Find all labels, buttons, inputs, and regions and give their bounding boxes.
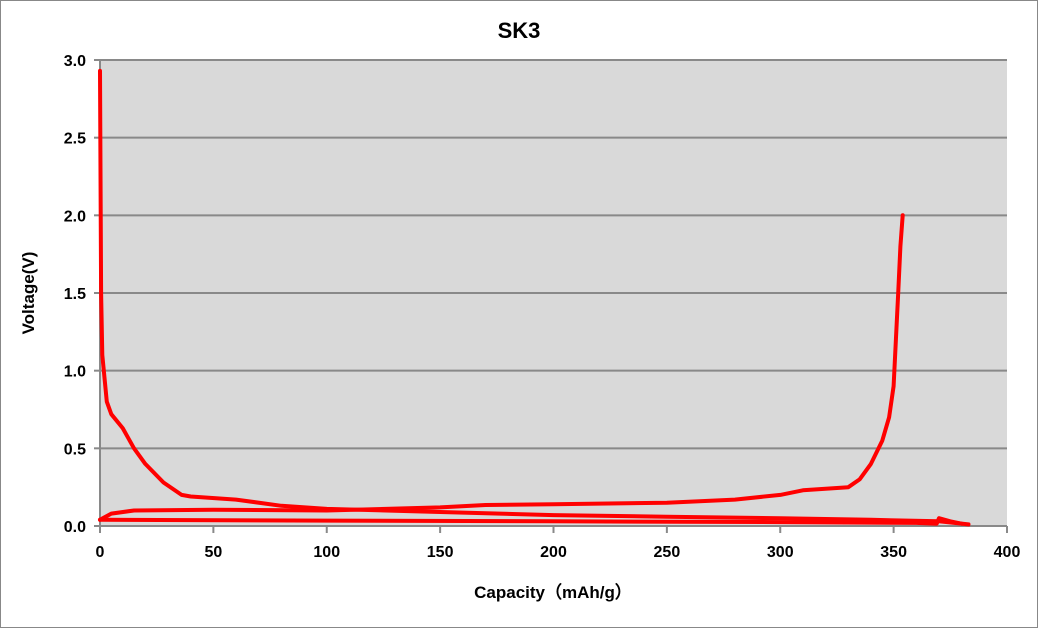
y-tick-label: 1.0 [64,364,86,381]
x-tick-label: 100 [313,544,340,561]
series-line-3 [98,516,964,526]
chart-title: SK3 [498,18,541,43]
y-tick-label: 3.0 [64,53,86,70]
y-tick-label: 1.5 [64,286,86,303]
y-tick-label: 2.5 [64,131,86,148]
x-axis-label: Capacity（mAh/g） [474,582,632,602]
y-tick-label: 2.0 [64,208,86,225]
y-axis-label: Voltage(V) [19,252,38,335]
x-tick-label: 0 [96,544,105,561]
x-tick-label: 150 [427,544,454,561]
series-line-2 [98,213,905,522]
series-line-1 [98,68,971,527]
x-tick-label: 400 [994,544,1021,561]
x-tick-label: 350 [880,544,907,561]
y-tick-label: 0.0 [64,519,86,536]
y-tick-label: 0.5 [64,441,86,458]
x-tick-label: 250 [654,544,681,561]
x-tick-label: 50 [204,544,222,561]
x-tick-label: 300 [767,544,794,561]
x-tick-label: 200 [540,544,567,561]
